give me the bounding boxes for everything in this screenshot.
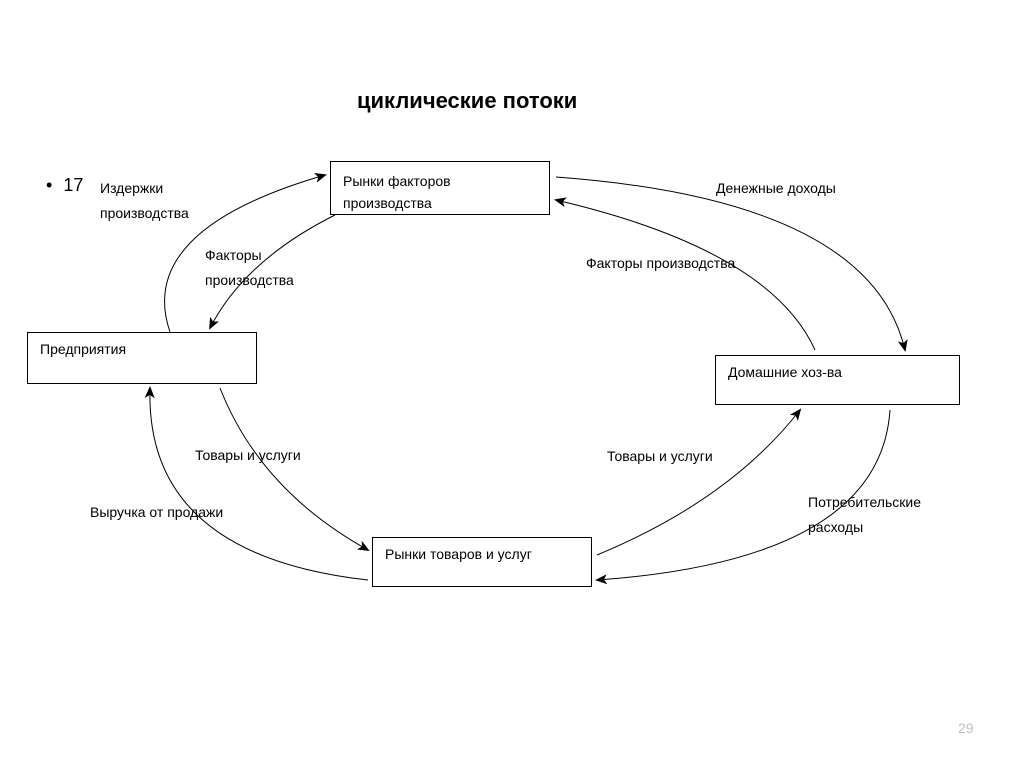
arrow-a6_sales_revenue — [150, 388, 368, 580]
label-lbl_money_income: Денежные доходы — [716, 176, 836, 201]
diagram-title: циклические потоки — [357, 88, 577, 114]
bullet-number: 17 — [46, 175, 83, 196]
arrow-a7_goods_right — [597, 410, 800, 555]
node-households: Домашние хоз-ва — [715, 355, 960, 405]
label-lbl_goods_left: Товары и услуги — [195, 443, 301, 468]
node-factors_market: Рынки факторовпроизводства — [330, 161, 550, 215]
node-enterprises: Предприятия — [27, 332, 257, 384]
label-lbl_consumer_expenses: Потребительскиерасходы — [808, 490, 921, 540]
label-lbl_sales_revenue: Выручка от продажи — [90, 500, 223, 525]
label-lbl_costs: Издержкипроизводства — [100, 176, 189, 226]
arrow-a5_goods_left — [220, 388, 368, 550]
label-lbl_factors_right: Факторы производства — [586, 251, 735, 276]
node-goods_market: Рынки товаров и услуг — [372, 537, 592, 587]
label-lbl_factors_left: Факторыпроизводства — [205, 243, 294, 293]
slide-number: 29 — [958, 720, 974, 736]
label-lbl_goods_right: Товары и услуги — [607, 444, 713, 469]
